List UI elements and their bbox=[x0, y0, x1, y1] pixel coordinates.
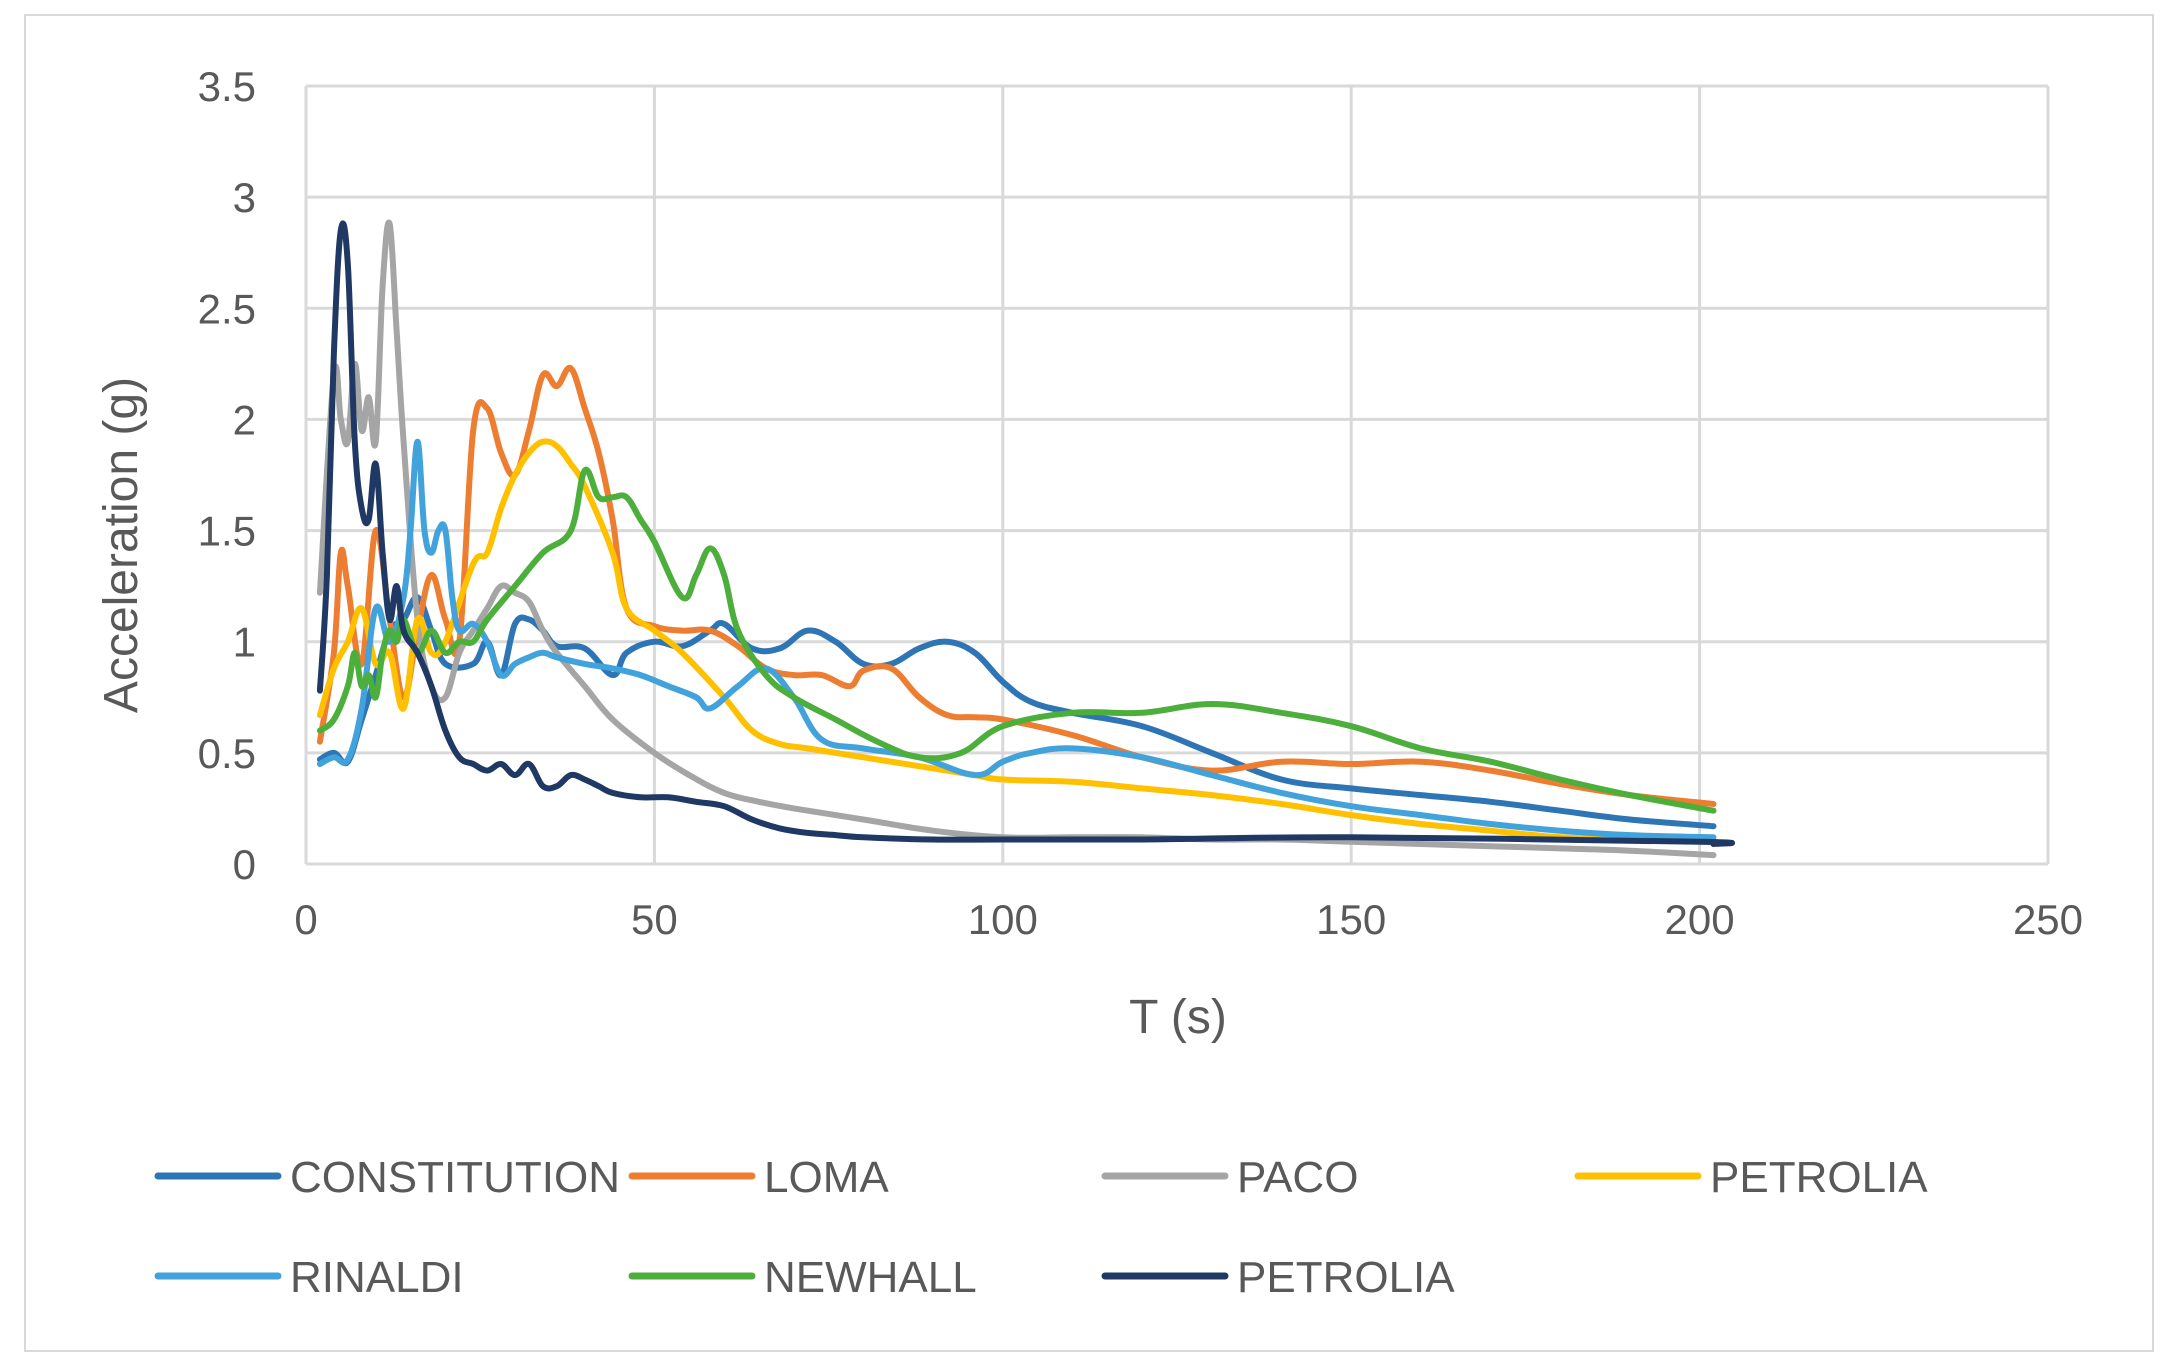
series-lines bbox=[316, 219, 1735, 859]
y-tick-label: 2.5 bbox=[198, 285, 256, 332]
legend-item: PACO bbox=[1101, 1153, 1358, 1202]
legend-label: LOMA bbox=[764, 1153, 889, 1202]
legend-label: NEWHALL bbox=[764, 1253, 977, 1302]
x-tick-label: 200 bbox=[1665, 896, 1735, 943]
series-line-loma bbox=[316, 364, 1717, 807]
legend-item: LOMA bbox=[628, 1153, 889, 1202]
x-tick-label: 250 bbox=[2013, 896, 2083, 943]
x-tick-label: 50 bbox=[631, 896, 678, 943]
series-line-petrolia bbox=[316, 438, 1717, 845]
y-tick-label: 1 bbox=[233, 619, 256, 666]
legend-item: PETROLIA bbox=[1574, 1153, 1928, 1202]
y-tick-label: 3.5 bbox=[198, 63, 256, 110]
y-tick-label: 1.5 bbox=[198, 508, 256, 555]
x-tick-label: 100 bbox=[968, 896, 1038, 943]
legend-label: PETROLIA bbox=[1710, 1153, 1928, 1202]
legend-item: PETROLIA bbox=[1101, 1253, 1455, 1302]
y-tick-label: 0.5 bbox=[198, 730, 256, 777]
y-tick-label: 3 bbox=[233, 174, 256, 221]
legend-item: RINALDI bbox=[154, 1253, 464, 1302]
legend-item: NEWHALL bbox=[628, 1253, 977, 1302]
series-line-constitution bbox=[316, 594, 1717, 830]
gridlines bbox=[304, 84, 2050, 866]
legend-label: PACO bbox=[1237, 1153, 1358, 1202]
legend: CONSTITUTION LOMA PACO PETROLIA RINALDI NEWHA… bbox=[154, 1153, 1928, 1302]
legend-label: RINALDI bbox=[290, 1253, 464, 1302]
series-line-paco bbox=[316, 219, 1717, 859]
y-axis-tick-labels: 0 0.5 1 1.5 2 2.5 3 3.5 bbox=[198, 63, 256, 888]
series-line-newhall bbox=[316, 466, 1717, 814]
series-line-petrolia bbox=[316, 220, 1735, 847]
x-tick-label: 0 bbox=[294, 896, 317, 943]
x-axis-title: T (s) bbox=[1129, 991, 1227, 1044]
x-axis-tick-labels: 0 50 100 150 200 250 bbox=[294, 896, 2083, 943]
legend-item: CONSTITUTION bbox=[154, 1153, 620, 1202]
x-tick-label: 150 bbox=[1316, 896, 1386, 943]
series-line-rinaldi bbox=[316, 438, 1717, 841]
y-tick-label: 2 bbox=[233, 396, 256, 443]
y-axis-title: Acceleration (g) bbox=[95, 377, 148, 713]
legend-label: CONSTITUTION bbox=[290, 1153, 620, 1202]
y-tick-label: 0 bbox=[233, 841, 256, 888]
legend-label: PETROLIA bbox=[1237, 1253, 1455, 1302]
